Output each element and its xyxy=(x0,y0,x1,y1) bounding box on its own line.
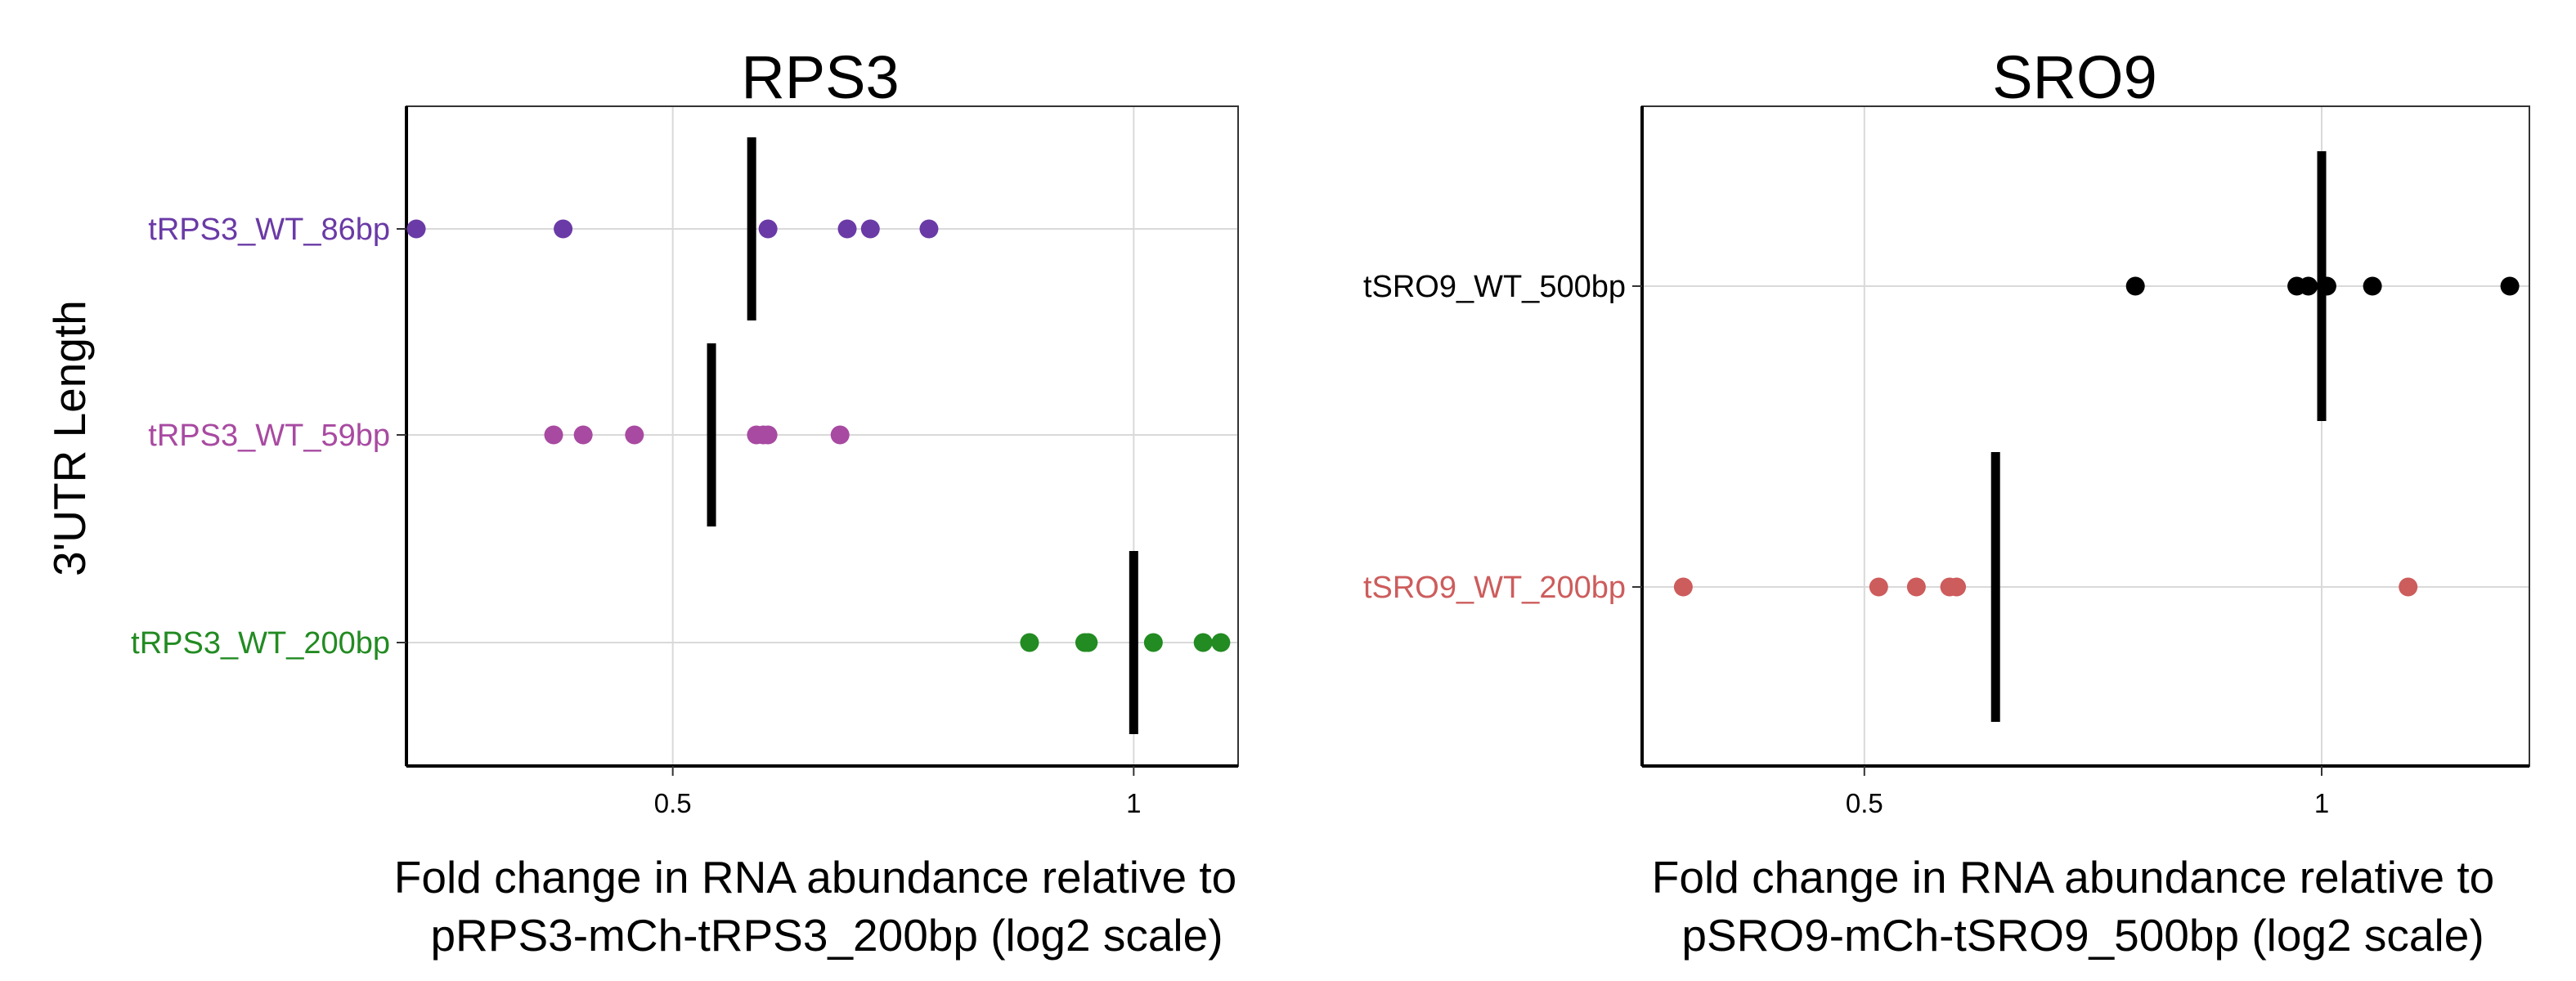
mean-bars xyxy=(1990,151,2327,722)
x-tick-labels: 0.5 1 xyxy=(1846,766,2329,818)
data-point xyxy=(758,219,778,239)
x-axis-label-line-1: Fold change in RNA abundance relative to xyxy=(1652,852,2494,903)
grid-lines xyxy=(406,106,1238,766)
y-tick-label: tSRO9_WT_200bp xyxy=(1363,571,1626,605)
data-point xyxy=(2363,276,2382,296)
x-tick-label: 0.5 xyxy=(654,788,692,818)
data-point xyxy=(837,219,857,239)
y-tick-label: tRPS3_WT_200bp xyxy=(131,626,390,661)
data-point xyxy=(758,425,778,445)
grid-lines xyxy=(1642,106,2529,766)
plot-frame xyxy=(1640,105,2530,768)
data-point xyxy=(1211,633,1231,652)
x-axis-label-line-2: pRPS3-mCh-tRPS3_200bp (log2 scale) xyxy=(430,910,1223,961)
data-point xyxy=(1906,577,1926,597)
chart-panel-rps3: tRPS3_WT_86bp tRPS3_WT_59bp tRPS3_WT_200bp… xyxy=(44,43,1239,961)
data-point xyxy=(1143,633,1163,652)
plot-border xyxy=(1641,105,2530,767)
data-point xyxy=(1673,577,1693,597)
data-point xyxy=(830,425,850,445)
data-point xyxy=(2299,276,2318,296)
data-point xyxy=(2399,577,2418,597)
data-point xyxy=(919,219,939,239)
data-points xyxy=(1673,276,2520,597)
chart-title: SRO9 xyxy=(1992,43,2157,111)
data-point xyxy=(625,425,644,445)
mean-bars xyxy=(707,137,1138,734)
data-points xyxy=(406,219,1231,652)
plot-border xyxy=(406,105,1239,767)
y-tick-label: tSRO9_WT_500bp xyxy=(1363,270,1626,304)
x-axis-label-line-2: pSRO9-mCh-tSRO9_500bp (log2 scale) xyxy=(1681,910,2484,961)
y-tick-labels: tRPS3_WT_86bp tRPS3_WT_59bp tRPS3_WT_200bp xyxy=(131,213,406,661)
data-point xyxy=(544,425,563,445)
y-tick-labels: tSRO9_WT_500bp tSRO9_WT_200bp xyxy=(1363,270,1642,605)
data-point xyxy=(2125,276,2145,296)
y-tick-label: tRPS3_WT_59bp xyxy=(148,419,390,453)
chart-title: RPS3 xyxy=(741,43,899,111)
data-point xyxy=(406,219,426,239)
x-axis-label-line-1: Fold change in RNA abundance relative to xyxy=(394,852,1236,903)
data-point xyxy=(1869,577,1888,597)
data-point xyxy=(1947,577,1967,597)
data-point xyxy=(1079,633,1098,652)
data-point xyxy=(573,425,593,445)
x-tick-label: 0.5 xyxy=(1846,788,1883,818)
data-point xyxy=(1020,633,1039,652)
data-point xyxy=(1193,633,1213,652)
plot-frame xyxy=(405,105,1239,768)
y-axis-label: 3'UTR Length xyxy=(44,300,95,576)
x-tick-label: 1 xyxy=(2314,788,2329,818)
data-point xyxy=(2500,276,2520,296)
x-tick-labels: 0.5 1 xyxy=(654,766,1142,818)
y-tick-label: tRPS3_WT_86bp xyxy=(148,213,390,247)
x-tick-label: 1 xyxy=(1126,788,1141,818)
data-point xyxy=(860,219,880,239)
data-point xyxy=(554,219,573,239)
data-point xyxy=(2317,276,2336,296)
